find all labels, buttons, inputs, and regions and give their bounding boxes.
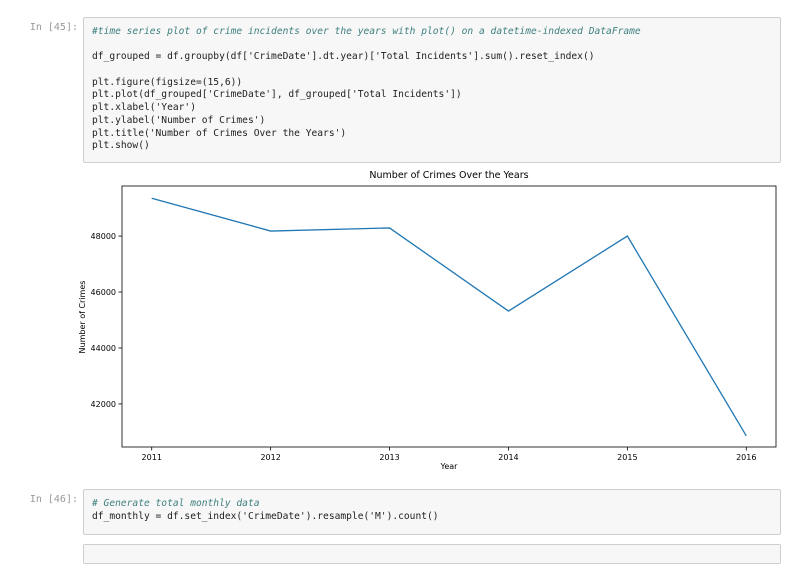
x-tick-label: 2013 (379, 453, 399, 462)
code-line: plt.show() (92, 140, 150, 152)
code-block: df_grouped = df.groupby(df['CrimeDate'].… (92, 51, 772, 64)
code-cell[interactable] (83, 544, 781, 564)
chart: Number of Crimes Over the Years Year Num… (78, 170, 777, 471)
y-tick-label: 44000 (91, 344, 116, 353)
code: #time series plot of crime incidents ove… (92, 26, 772, 153)
x-tick-label: 2012 (260, 453, 280, 462)
code-line: plt.xlabel('Year') (92, 102, 196, 114)
code-line: # Generate total monthly data (92, 498, 260, 509)
code-line: #time series plot of crime incidents ove… (92, 26, 641, 37)
plot-area (121, 185, 777, 448)
code-line: plt.plot(df_grouped['CrimeDate'], df_gro… (92, 89, 462, 101)
data-line (151, 197, 747, 437)
code-line: plt.ylabel('Number of Crimes') (92, 114, 266, 126)
code-block: plt.figure(figsize=(15,6)) plt.plot(df_gr… (92, 77, 772, 153)
prompt: In [46]: (29, 494, 78, 505)
y-tick-label: 46000 (91, 288, 116, 297)
y-tick-label: 48000 (91, 232, 116, 241)
x-tick-label: 2011 (142, 453, 162, 462)
code-cell[interactable]: # Generate total monthly data df_monthly … (83, 489, 781, 535)
code-line: df_monthly = df.set_index('CrimeDate').r… (92, 510, 439, 522)
code-block: #time series plot of crime incidents ove… (92, 26, 772, 39)
x-axis-label: Year (440, 462, 459, 471)
x-tick-label: 2016 (736, 453, 756, 462)
code-line: plt.title('Number of Crimes Over the Yea… (92, 127, 347, 139)
prompt: In [45]: (29, 22, 78, 33)
x-tick-label: 2015 (617, 453, 637, 462)
code-line: df_grouped = df.groupby(df['CrimeDate'].… (92, 51, 595, 63)
code-block: # Generate total monthly data df_monthly … (92, 498, 772, 523)
chart-title: Number of Crimes Over the Years (369, 170, 528, 181)
code: # Generate total monthly data df_monthly … (92, 498, 772, 523)
code-cell[interactable]: #time series plot of crime incidents ove… (83, 17, 781, 163)
x-tick-label: 2014 (498, 453, 518, 462)
y-axis-label: Number of Crimes (78, 281, 87, 354)
y-tick-label: 42000 (91, 400, 116, 409)
notebook: {"cells": [ {"prompt": "In [45]:", "code… (29, 17, 781, 564)
code-line: plt.figure(figsize=(15,6)) (92, 76, 243, 88)
